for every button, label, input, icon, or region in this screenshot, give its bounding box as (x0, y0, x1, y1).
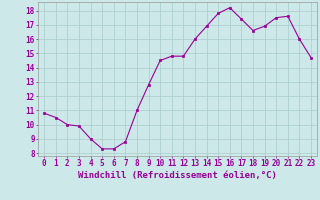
X-axis label: Windchill (Refroidissement éolien,°C): Windchill (Refroidissement éolien,°C) (78, 171, 277, 180)
